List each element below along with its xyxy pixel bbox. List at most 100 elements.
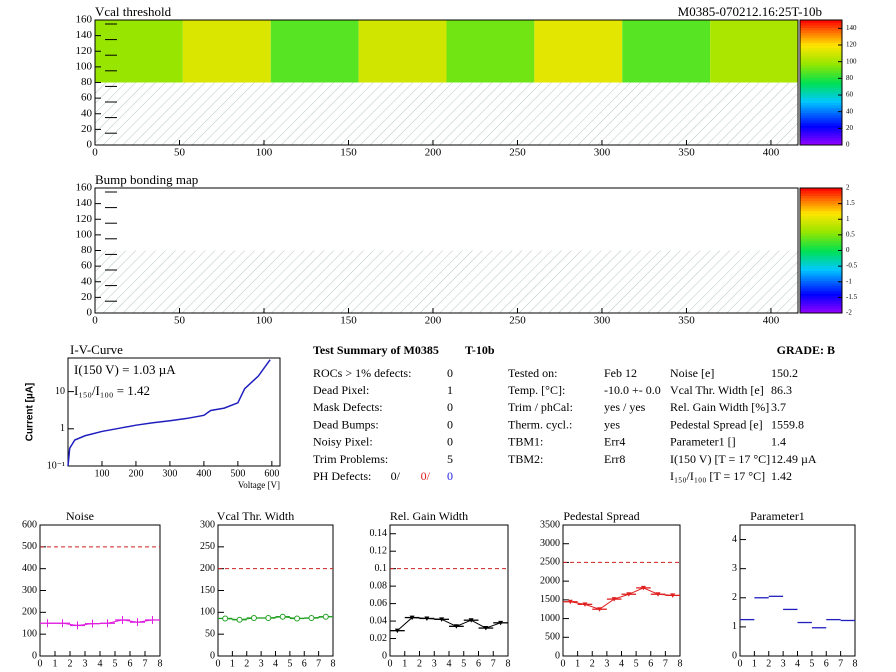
colorbar-swatch: [800, 258, 842, 261]
summary-value: yes / yes: [604, 400, 646, 414]
colorbar-swatch: [800, 112, 842, 116]
colorbar-label: -1.5: [846, 293, 858, 301]
x-tick-label: 8: [158, 658, 163, 669]
colorbar-swatch: [800, 122, 842, 126]
heat-cell: [358, 20, 447, 83]
marker: [498, 620, 504, 626]
data-line: [570, 587, 673, 610]
colorbar-swatch: [800, 70, 842, 73]
colorbar-swatch: [800, 205, 842, 209]
x-tick-label: 2: [244, 658, 249, 669]
x-axis-title: Voltage [V]: [238, 480, 280, 490]
summary-label: I(150 V) [T = 17 °C]: [670, 452, 770, 466]
x-tick-label: 8: [506, 658, 511, 669]
x-tick-label: 2: [590, 658, 595, 669]
summary-value: Err8: [604, 452, 625, 466]
summary-label: Noise [e]: [670, 366, 714, 380]
y-tick-label: 1000: [540, 613, 560, 624]
x-tick-label: 6: [302, 658, 307, 669]
y-tick-label: 0.06: [370, 598, 388, 609]
marker: [409, 615, 415, 621]
y-tick-label: 0.1: [375, 563, 388, 574]
y-tick-label: 140: [76, 29, 93, 41]
colorbar-swatch: [800, 47, 842, 51]
marker: [582, 602, 588, 607]
colorbar-swatch: [800, 230, 842, 234]
data-line: [67, 359, 271, 467]
colorbar-swatch: [800, 305, 842, 309]
colorbar-swatch: [800, 300, 842, 304]
summary-label: Dead Pixel:: [313, 383, 369, 397]
x-tick-label: 1: [402, 658, 407, 669]
x-tick-label: 8: [331, 658, 336, 669]
x-tick-label: 400: [763, 315, 780, 327]
y-tick-label: 140: [76, 197, 93, 209]
x-tick-label: 5: [113, 658, 118, 669]
colorbar-swatch: [800, 120, 842, 123]
y-tick-label: 100: [76, 60, 93, 72]
chart-title: Rel. Gain Width: [390, 509, 468, 523]
marker: [222, 615, 229, 622]
x-tick-label: 6: [824, 658, 829, 669]
summary-label: Rel. Gain Width [%]: [670, 400, 769, 414]
colorbar-swatch: [800, 60, 842, 63]
y-tick-label: 0: [32, 650, 37, 661]
y-tick-label: 80: [81, 244, 93, 256]
x-tick-label: 600: [264, 468, 279, 479]
x-tick-label: 7: [838, 658, 843, 669]
module-id: M0385-070212.16:25T-10b: [678, 4, 822, 19]
colorbar-label: 2: [846, 184, 850, 192]
summary-value: Err4: [604, 435, 625, 449]
ph-defect-value: 0: [447, 469, 453, 483]
heat-cell: [182, 20, 271, 83]
summary-value: 1.42: [771, 469, 792, 483]
summary-label: Trim / phCal:: [508, 400, 573, 414]
colorbar-swatch: [800, 37, 842, 41]
colorbar-swatch: [800, 280, 842, 284]
annotation: I₁₅₀/I₁₀₀ = 1.42: [74, 383, 150, 398]
colorbar-swatch: [800, 265, 842, 269]
marker: [308, 615, 315, 622]
x-tick-label: 2: [68, 658, 73, 669]
colorbar-swatch: [800, 87, 842, 91]
summary-label: Tested on:: [508, 366, 557, 380]
colorbar-swatch: [800, 245, 842, 249]
marker: [626, 592, 632, 597]
colorbar-swatch: [800, 100, 842, 103]
y-tick-label: 60: [81, 260, 93, 272]
colorbar-swatch: [800, 127, 842, 131]
y-tick-label: 100: [22, 628, 37, 639]
colorbar-swatch: [800, 32, 842, 36]
marker: [439, 617, 445, 622]
x-tick-label: 0: [38, 658, 43, 669]
colorbar-frame: [799, 19, 843, 146]
colorbar-swatch: [800, 210, 842, 214]
y-axis-title: Current [µA]: [25, 383, 36, 442]
colorbar-label: 0: [846, 141, 850, 149]
y-tick-label: 0.04: [370, 615, 388, 626]
marker: [483, 626, 489, 631]
marker: [250, 615, 257, 622]
x-tick-label: 4: [795, 658, 800, 669]
y-tick-label: 20: [81, 123, 93, 135]
y-tick-label: 0: [87, 139, 93, 151]
x-tick-label: 1: [230, 658, 235, 669]
colorbar-label: 1: [846, 215, 850, 223]
y-tick-label: 40: [81, 107, 93, 119]
heat-cell: [710, 20, 798, 83]
marker: [453, 624, 459, 629]
chart-title: Noise: [66, 509, 94, 523]
colorbar-swatch: [800, 142, 842, 146]
colorbar-swatch: [800, 220, 842, 224]
x-tick-label: 7: [663, 658, 668, 669]
summary-tag: T-10b: [465, 343, 495, 357]
colorbar-label: 60: [846, 91, 854, 99]
x-tick-label: 350: [678, 315, 695, 327]
colorbar-swatch: [800, 263, 842, 266]
colorbar-swatch: [800, 25, 842, 28]
marker: [294, 615, 301, 622]
summary-label: Noisy Pixel:: [313, 435, 373, 449]
colorbar-swatch: [800, 90, 842, 93]
colorbar-swatch: [800, 310, 842, 314]
colorbar-swatch: [800, 290, 842, 294]
